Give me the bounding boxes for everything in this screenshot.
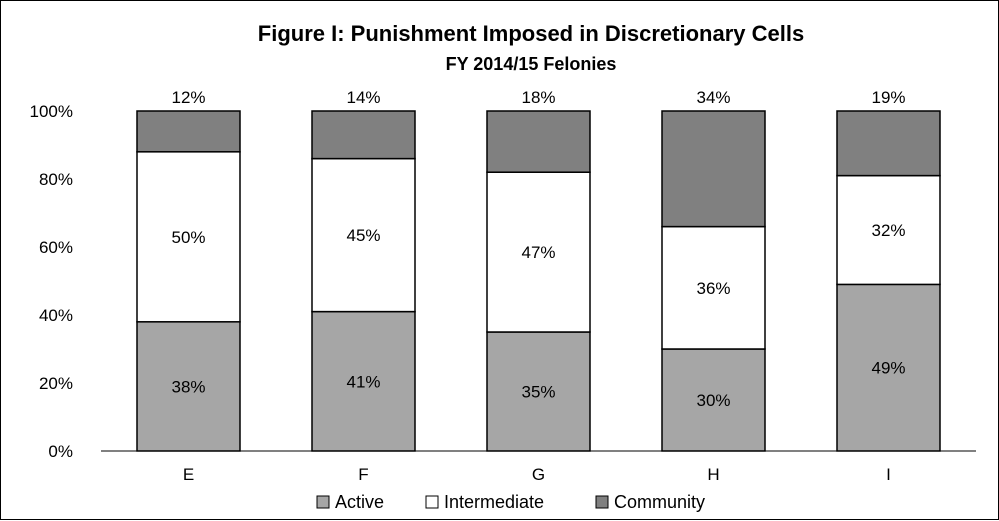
data-label-community: 18%	[521, 88, 555, 107]
bar-segment-community	[136, 110, 241, 153]
data-label-intermediate: 47%	[521, 243, 555, 262]
data-label-active: 49%	[871, 359, 905, 378]
x-tick-label: G	[532, 465, 545, 484]
x-tick-label: H	[707, 465, 719, 484]
data-label-active: 38%	[171, 377, 205, 396]
legend-label-intermediate: Intermediate	[444, 492, 544, 512]
data-label-intermediate: 32%	[871, 221, 905, 240]
data-label-community: 34%	[696, 88, 730, 107]
y-tick-label: 0%	[48, 442, 73, 461]
bar-segment-active	[136, 321, 241, 452]
y-tick-label: 40%	[39, 306, 73, 325]
bar-segment-intermediate	[661, 225, 766, 350]
y-tick-label: 80%	[39, 170, 73, 189]
data-label-active: 30%	[696, 391, 730, 410]
bar-segment-community	[836, 110, 941, 177]
bar-segment-intermediate	[136, 151, 241, 323]
bars-layer	[136, 110, 941, 452]
x-tick-label: I	[886, 465, 891, 484]
x-tick-label: F	[358, 465, 368, 484]
axis-layer: 0% 20% 40% 60% 80% 100% E F G H I	[30, 102, 976, 484]
legend-swatch-community	[595, 495, 609, 509]
data-label-community: 14%	[346, 88, 380, 107]
y-tick-label: 20%	[39, 374, 73, 393]
legend-swatch-intermediate	[425, 495, 439, 509]
bar-segment-active	[661, 348, 766, 452]
data-label-intermediate: 50%	[171, 228, 205, 247]
bar-segment-community	[311, 110, 416, 160]
data-label-intermediate: 45%	[346, 226, 380, 245]
data-label-active: 41%	[346, 372, 380, 391]
legend: Active Intermediate Community	[316, 492, 705, 512]
legend-swatch-active	[316, 495, 330, 509]
bar-segment-community	[661, 110, 766, 228]
labels-layer: 38% 50% 12% 41% 45% 14% 35% 47% 18% 30% 36% 34% 49% 3…	[171, 88, 905, 410]
bar-segment-intermediate	[836, 174, 941, 286]
data-label-active: 35%	[521, 383, 555, 402]
data-label-intermediate: 36%	[696, 279, 730, 298]
legend-label-community: Community	[614, 492, 705, 512]
bar-segment-active	[486, 331, 591, 452]
chart-title: Figure I: Punishment Imposed in Discreti…	[258, 21, 804, 46]
chart-subtitle: FY 2014/15 Felonies	[446, 54, 617, 74]
bar-segment-intermediate	[486, 171, 591, 333]
data-label-community: 19%	[871, 88, 905, 107]
legend-label-active: Active	[335, 492, 384, 512]
x-tick-label: E	[183, 465, 194, 484]
bar-segment-community	[486, 110, 591, 173]
data-label-community: 12%	[171, 88, 205, 107]
y-tick-label: 60%	[39, 238, 73, 257]
bar-segment-active	[311, 310, 416, 452]
y-tick-label: 100%	[30, 102, 73, 121]
